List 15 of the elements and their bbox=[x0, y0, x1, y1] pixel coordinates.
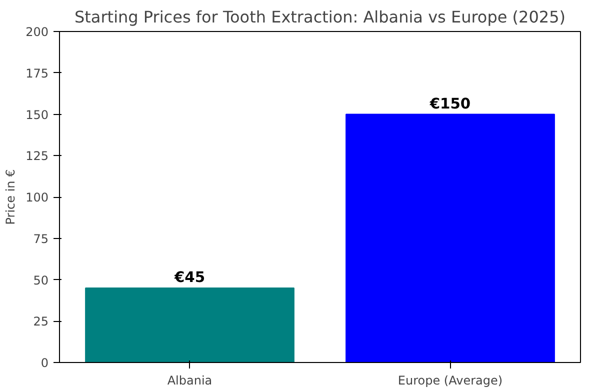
y-tick-label: 200 bbox=[26, 25, 48, 39]
y-tick-label: 125 bbox=[26, 149, 48, 164]
chart-title: Starting Prices for Tooth Extraction: Albania vs Europe (2025) bbox=[74, 8, 566, 26]
y-tick-label: 25 bbox=[33, 314, 49, 329]
y-tick-label: 75 bbox=[33, 232, 49, 246]
y-axis-title: Price in € bbox=[4, 169, 18, 225]
y-tick-label: 0 bbox=[40, 356, 49, 370]
data-label: €45 bbox=[173, 269, 206, 286]
x-tick-label: Europe (Average) bbox=[398, 374, 503, 388]
y-tick-label: 175 bbox=[26, 66, 48, 80]
y-tick-label: 150 bbox=[26, 108, 48, 122]
y-tick-label: 50 bbox=[33, 273, 49, 288]
data-label: €150 bbox=[428, 95, 471, 112]
y-tick-label: 100 bbox=[26, 190, 48, 204]
x-tick-label: Albania bbox=[167, 374, 212, 388]
